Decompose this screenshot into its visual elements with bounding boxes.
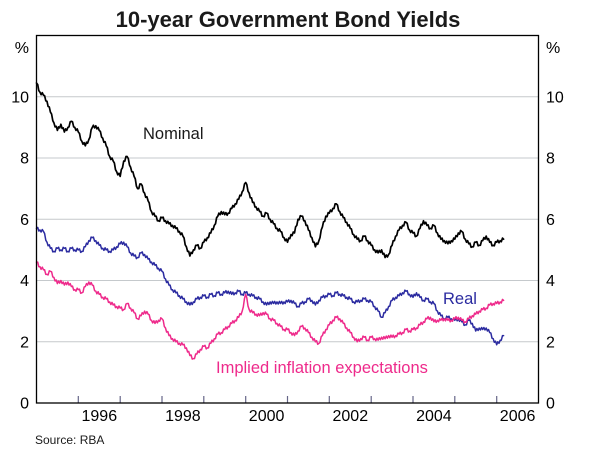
series-lines bbox=[35, 82, 505, 360]
x-label-1998: 1998 bbox=[165, 408, 201, 425]
real-series-line bbox=[35, 226, 505, 346]
y-label-left-0: 0 bbox=[20, 396, 29, 413]
implied-inflation-series-line bbox=[35, 261, 505, 360]
chart-title: 10-year Government Bond Yields bbox=[116, 7, 461, 32]
y-label-left-10: 10 bbox=[11, 89, 29, 106]
y-label-right-6: 6 bbox=[546, 212, 555, 229]
y-label-left-6: 6 bbox=[20, 212, 29, 229]
plot-frame bbox=[35, 34, 540, 404]
y-axis-labels-right: 0 2 4 6 8 10 bbox=[546, 89, 564, 412]
y-label-right-4: 4 bbox=[546, 273, 555, 290]
y-label-left-2: 2 bbox=[20, 334, 29, 351]
series-label-nominal: Nominal bbox=[143, 125, 204, 143]
series-label-real: Real bbox=[443, 290, 477, 308]
x-label-2006: 2006 bbox=[500, 408, 536, 425]
y-axis-unit-left: % bbox=[15, 40, 29, 57]
y-label-right-10: 10 bbox=[546, 89, 564, 106]
y-label-right-8: 8 bbox=[546, 151, 555, 168]
y-label-right-0: 0 bbox=[546, 396, 555, 413]
y-label-right-2: 2 bbox=[546, 334, 555, 351]
x-axis-labels: 1996 1998 2000 2002 2004 2006 bbox=[82, 408, 536, 425]
x-label-1996: 1996 bbox=[82, 408, 118, 425]
y-label-left-8: 8 bbox=[20, 151, 29, 168]
x-label-2000: 2000 bbox=[249, 408, 285, 425]
source-note: Source: RBA bbox=[35, 433, 104, 447]
y-axis-unit-right: % bbox=[546, 40, 560, 57]
series-label-implied-inflation: Implied inflation expectations bbox=[216, 359, 428, 377]
y-axis-labels-left: 0 2 4 6 8 10 bbox=[11, 89, 29, 412]
gridlines bbox=[36, 96, 539, 343]
x-label-2002: 2002 bbox=[333, 408, 369, 425]
x-axis-ticks bbox=[77, 396, 498, 403]
nominal-series-line bbox=[35, 82, 505, 259]
x-label-2004: 2004 bbox=[416, 408, 452, 425]
y-label-left-4: 4 bbox=[20, 273, 29, 290]
